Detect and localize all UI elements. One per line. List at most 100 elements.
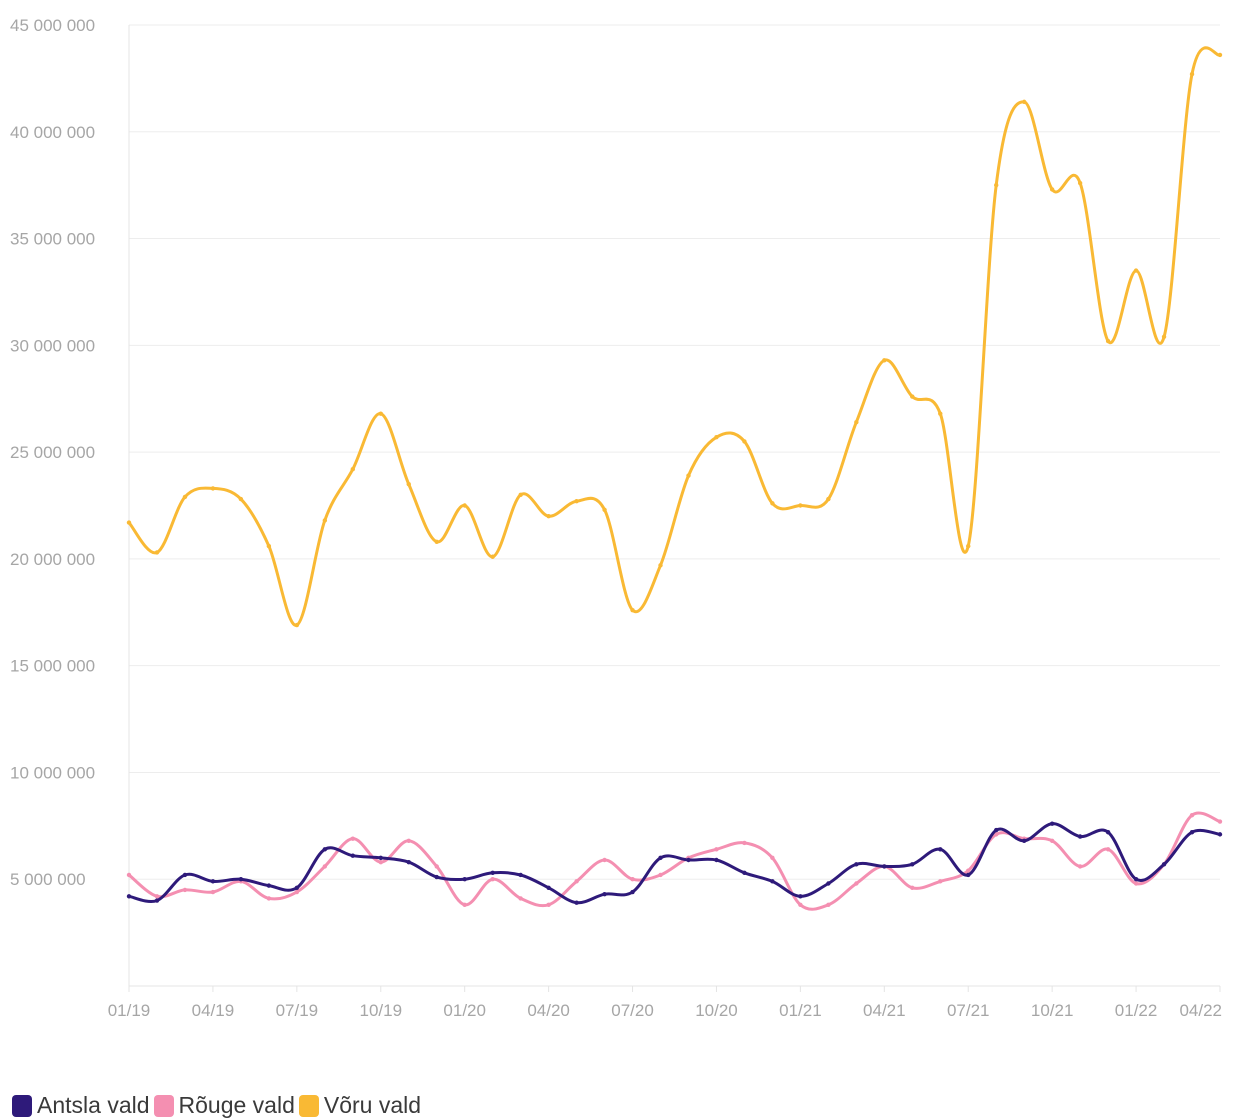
data-point-rouge-vald[interactable] [518,896,523,901]
data-point-rouge-vald[interactable] [938,879,943,884]
data-point-rouge-vald[interactable] [770,855,775,861]
data-point-voru-vald[interactable] [1049,187,1055,192]
data-point-rouge-vald[interactable] [434,864,439,869]
data-point-rouge-vald[interactable] [266,896,272,901]
data-point-rouge-vald[interactable] [742,840,747,846]
data-point-voru-vald[interactable] [546,513,551,519]
data-point-antsla-vald[interactable] [630,889,635,895]
data-point-antsla-vald[interactable] [770,879,775,884]
data-point-antsla-vald[interactable] [546,885,551,890]
data-point-voru-vald[interactable] [126,520,132,525]
data-point-antsla-vald[interactable] [574,900,579,905]
data-point-rouge-vald[interactable] [1189,812,1195,818]
legend-item-rouge[interactable]: Rõuge vald [153,1092,295,1119]
data-point-rouge-vald[interactable] [1077,864,1083,869]
data-point-voru-vald[interactable] [350,466,355,472]
data-point-voru-vald[interactable] [434,539,439,545]
data-point-voru-vald[interactable] [1105,338,1111,344]
data-point-antsla-vald[interactable] [826,881,831,886]
data-point-antsla-vald[interactable] [1105,830,1111,835]
data-point-rouge-vald[interactable] [406,838,411,843]
data-point-voru-vald[interactable] [826,496,831,502]
data-point-antsla-vald[interactable] [462,877,467,882]
data-point-antsla-vald[interactable] [658,855,663,861]
data-point-voru-vald[interactable] [1217,52,1223,58]
data-point-rouge-vald[interactable] [1133,881,1139,886]
data-point-rouge-vald[interactable] [350,836,355,841]
data-point-antsla-vald[interactable] [714,857,719,863]
data-point-antsla-vald[interactable] [182,872,188,878]
data-point-antsla-vald[interactable] [1217,832,1223,837]
data-point-rouge-vald[interactable] [1049,838,1055,843]
data-point-antsla-vald[interactable] [798,894,803,899]
data-point-antsla-vald[interactable] [1021,838,1027,843]
data-point-rouge-vald[interactable] [546,902,551,908]
data-point-voru-vald[interactable] [854,420,859,425]
data-point-antsla-vald[interactable] [126,894,132,899]
data-point-rouge-vald[interactable] [630,877,635,882]
legend-item-voru[interactable]: Võru vald [298,1092,421,1119]
data-point-rouge-vald[interactable] [1217,819,1223,824]
data-point-voru-vald[interactable] [490,554,495,559]
data-point-antsla-vald[interactable] [350,853,355,858]
data-point-voru-vald[interactable] [294,622,300,628]
data-point-rouge-vald[interactable] [210,889,216,895]
data-point-rouge-vald[interactable] [910,885,915,890]
data-point-voru-vald[interactable] [154,550,160,555]
data-point-voru-vald[interactable] [1189,71,1195,77]
data-point-rouge-vald[interactable] [126,872,132,878]
data-point-voru-vald[interactable] [714,434,719,440]
data-point-rouge-vald[interactable] [574,879,579,884]
data-point-antsla-vald[interactable] [322,847,328,852]
data-point-antsla-vald[interactable] [490,870,495,876]
data-point-antsla-vald[interactable] [910,862,915,867]
legend-item-antsla[interactable]: Antsla vald [12,1092,150,1119]
data-point-voru-vald[interactable] [1021,99,1027,105]
data-point-voru-vald[interactable] [994,182,999,188]
data-point-voru-vald[interactable] [742,439,747,444]
data-point-antsla-vald[interactable] [966,872,971,878]
data-point-voru-vald[interactable] [378,411,383,416]
data-point-voru-vald[interactable] [966,543,971,549]
data-point-antsla-vald[interactable] [1133,877,1139,882]
data-point-voru-vald[interactable] [1077,180,1083,186]
data-point-rouge-vald[interactable] [322,864,328,869]
data-point-antsla-vald[interactable] [378,855,383,861]
data-point-rouge-vald[interactable] [154,894,160,899]
data-point-voru-vald[interactable] [798,503,803,508]
data-point-voru-vald[interactable] [910,394,915,399]
data-point-rouge-vald[interactable] [182,887,188,893]
data-point-antsla-vald[interactable] [854,862,859,867]
data-point-rouge-vald[interactable] [602,857,607,863]
data-point-voru-vald[interactable] [1133,268,1139,273]
data-point-antsla-vald[interactable] [1049,821,1055,826]
data-point-antsla-vald[interactable] [938,847,943,852]
data-point-antsla-vald[interactable] [994,827,999,833]
data-point-voru-vald[interactable] [238,496,244,502]
data-point-rouge-vald[interactable] [798,902,803,908]
data-point-antsla-vald[interactable] [882,864,887,869]
data-point-rouge-vald[interactable] [854,881,859,886]
data-point-rouge-vald[interactable] [1105,847,1111,852]
data-point-rouge-vald[interactable] [378,859,383,865]
data-point-antsla-vald[interactable] [294,885,300,890]
data-point-voru-vald[interactable] [322,518,328,523]
data-point-antsla-vald[interactable] [434,874,439,880]
data-point-rouge-vald[interactable] [714,847,719,852]
data-point-antsla-vald[interactable] [1161,862,1167,867]
data-point-voru-vald[interactable] [406,481,411,487]
data-point-rouge-vald[interactable] [462,902,467,908]
data-point-voru-vald[interactable] [210,486,216,491]
data-point-voru-vald[interactable] [686,473,691,478]
data-point-voru-vald[interactable] [630,607,635,613]
data-point-rouge-vald[interactable] [294,889,300,895]
data-point-antsla-vald[interactable] [742,870,747,876]
data-point-rouge-vald[interactable] [994,832,999,837]
data-point-voru-vald[interactable] [882,358,887,363]
data-point-voru-vald[interactable] [462,503,467,508]
data-point-antsla-vald[interactable] [602,891,607,897]
data-point-voru-vald[interactable] [266,543,272,549]
data-point-antsla-vald[interactable] [406,859,411,865]
data-point-voru-vald[interactable] [770,501,775,506]
data-point-voru-vald[interactable] [518,492,523,498]
